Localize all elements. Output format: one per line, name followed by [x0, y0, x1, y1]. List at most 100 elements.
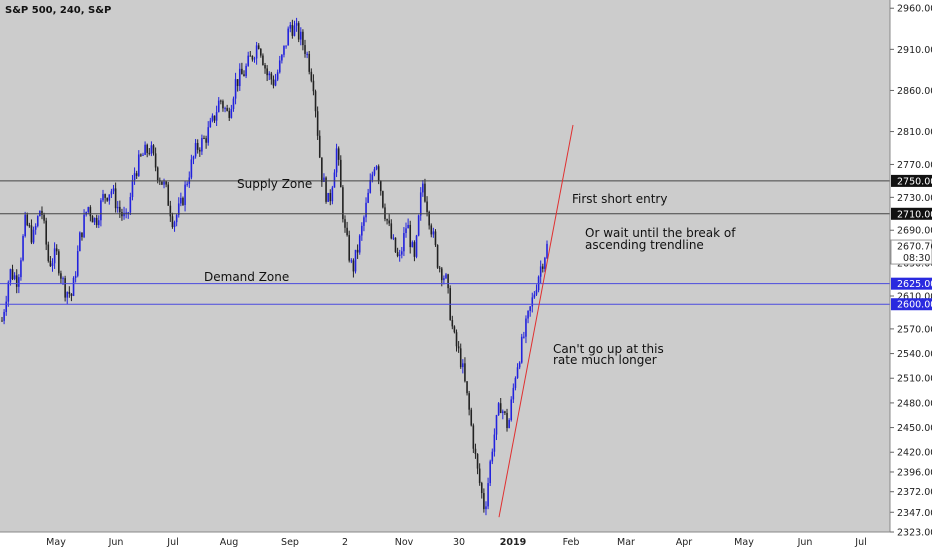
candle-body — [287, 28, 289, 46]
candle-body — [253, 58, 256, 60]
candle-body — [32, 229, 35, 243]
candle-body — [245, 65, 247, 77]
candle-body — [396, 252, 399, 256]
x-tick-label: Aug — [220, 537, 239, 548]
candle-body — [60, 273, 62, 279]
candle-body — [5, 301, 8, 312]
y-tick-label: 2730.00 — [897, 193, 932, 204]
candle-body — [236, 79, 239, 87]
x-tick-label: 30 — [453, 537, 465, 548]
candle-body — [72, 277, 75, 296]
candle-body — [281, 54, 283, 61]
candle-body — [144, 144, 146, 155]
candle-body — [20, 260, 22, 278]
candle-body — [161, 181, 163, 185]
candle-body — [506, 412, 508, 429]
candle-body — [342, 187, 344, 220]
candle-body — [316, 111, 319, 136]
candle-body — [133, 173, 136, 181]
x-tick-label: Nov — [395, 537, 414, 548]
candle-body — [377, 166, 380, 181]
candle-body — [495, 415, 498, 435]
y-tick-label: 2570.00 — [897, 324, 932, 335]
candle-body — [148, 152, 151, 154]
candle-body — [390, 223, 393, 239]
candle-body — [278, 60, 281, 73]
candle-body — [443, 278, 445, 281]
candle-body — [264, 65, 266, 69]
candle-body — [251, 56, 254, 60]
candle-body — [272, 79, 275, 86]
x-tick-label: 2 — [342, 537, 348, 548]
candle-body — [268, 73, 271, 76]
candle-body — [476, 454, 479, 469]
candle-body — [192, 156, 195, 160]
candle-body — [211, 115, 214, 121]
candle-body — [493, 434, 496, 452]
annotation-cant-go-up-line2: rate much longer — [553, 353, 657, 367]
plot-area[interactable] — [0, 0, 890, 532]
candle-body — [312, 80, 315, 92]
candle-body — [70, 293, 73, 296]
candle-body — [304, 45, 306, 54]
candle-body — [354, 249, 357, 272]
candle-body — [508, 420, 510, 429]
last-price-label: 2670.76 — [897, 242, 932, 253]
time-axis[interactable] — [0, 532, 932, 550]
candle-body — [22, 236, 24, 261]
candle-body — [523, 336, 525, 338]
candle-body — [350, 260, 353, 262]
candle-body — [7, 282, 10, 302]
candle-body — [325, 177, 327, 202]
candle-body — [93, 217, 96, 223]
candle-body — [344, 219, 346, 228]
trendline[interactable] — [498, 124, 574, 518]
candle-body — [47, 244, 50, 261]
candle-body — [43, 214, 45, 221]
candle-body — [323, 177, 325, 182]
candle-body — [79, 232, 81, 252]
candle-body — [546, 243, 548, 258]
candle-body — [539, 266, 542, 277]
candle-body — [428, 211, 430, 226]
x-tick-label: May — [46, 537, 66, 548]
candle-body — [352, 260, 355, 272]
candle-body — [169, 205, 172, 217]
candle-body — [62, 278, 64, 280]
candle-body — [55, 248, 58, 252]
candle-body — [329, 192, 332, 202]
x-tick-label: May — [734, 537, 754, 548]
candle-body — [430, 225, 433, 235]
candle-body — [217, 100, 220, 113]
candle-body — [154, 153, 157, 168]
candle-body — [100, 200, 102, 221]
price-axis[interactable] — [890, 0, 932, 532]
candle-body — [321, 157, 323, 182]
candle-body — [327, 192, 329, 202]
candle-body — [382, 191, 384, 208]
candle-body — [297, 23, 300, 40]
candle-body — [106, 197, 109, 201]
y-tick-label: 2770.00 — [897, 160, 932, 171]
candle-body — [451, 320, 454, 327]
candle-body — [152, 145, 155, 154]
candle-body — [24, 214, 26, 237]
candles-group — [1, 17, 548, 516]
y-tick-label: 2540.00 — [897, 349, 932, 360]
candle-body — [9, 269, 12, 283]
candle-body — [228, 110, 231, 118]
x-tick-label: Jun — [108, 537, 124, 548]
candle-body — [544, 257, 546, 269]
candle-body — [127, 212, 130, 214]
candle-body — [51, 263, 54, 267]
candle-body — [222, 101, 224, 109]
candle-body — [398, 254, 401, 256]
candle-body — [13, 275, 16, 280]
candle-body — [64, 278, 66, 298]
x-tick-label: Mar — [617, 537, 635, 548]
candle-body — [426, 201, 428, 212]
candle-body — [497, 403, 500, 416]
candle-body — [384, 207, 386, 220]
candle-body — [26, 214, 29, 226]
